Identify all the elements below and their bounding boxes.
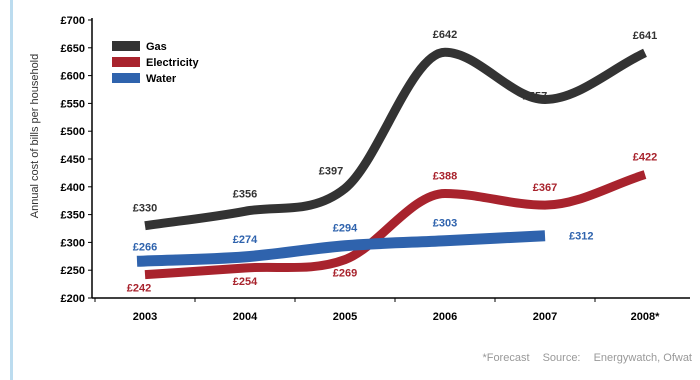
data-label: £330 <box>133 203 157 215</box>
y-tick-label: £650 <box>61 43 85 55</box>
y-tick-label: £200 <box>61 293 85 305</box>
data-label: £557 <box>523 91 547 103</box>
series-line-gas <box>144 47 647 231</box>
source-label: Source: <box>542 352 581 364</box>
data-label: £367 <box>533 182 557 194</box>
forecast-note: *Forecast <box>482 352 530 364</box>
legend-label: Gas <box>146 41 167 53</box>
y-tick-label: £500 <box>61 126 85 138</box>
y-tick-label: £700 <box>61 15 85 27</box>
x-tick-label: 2006 <box>433 311 457 323</box>
y-axis-title: Annual cost of bills per household <box>29 54 41 219</box>
data-label: £294 <box>333 223 358 235</box>
y-tick-label: £300 <box>61 237 85 249</box>
y-tick-label: £400 <box>61 182 85 194</box>
source-text: Energywatch, Ofwat <box>593 352 692 364</box>
data-label: £269 <box>333 268 357 280</box>
data-label: £397 <box>319 165 343 177</box>
legend-swatch-electricity <box>112 57 140 67</box>
series-layer <box>136 47 647 280</box>
y-tick-label: £250 <box>61 265 85 277</box>
data-label: £274 <box>233 234 258 246</box>
data-label: £312 <box>569 231 593 243</box>
data-label: £642 <box>433 29 457 41</box>
legend-label: Water <box>146 73 177 85</box>
data-label: £266 <box>133 241 157 253</box>
left-accent-rule <box>10 0 13 380</box>
series-line-electricity <box>144 170 647 280</box>
data-label: £242 <box>127 283 151 295</box>
legend-label: Electricity <box>146 57 199 69</box>
axes: £200 £250 £300 £350 £400 £450 £500 £550 £600 £650… <box>61 15 690 323</box>
data-label: £388 <box>433 170 457 182</box>
series-line-water <box>136 230 546 267</box>
x-tick-label: 2004 <box>233 311 258 323</box>
data-label: £422 <box>633 152 657 164</box>
legend-swatch-gas <box>112 41 140 51</box>
data-label: £303 <box>433 218 457 230</box>
y-tick-label: £600 <box>61 71 85 83</box>
data-labels: £330 £356 £397 £642 £557 £641 £242 £254 £269 £388… <box>127 29 657 294</box>
y-tick-label: £450 <box>61 154 85 166</box>
x-tick-label: 2008* <box>631 311 660 323</box>
legend: Gas Electricity Water <box>112 41 199 85</box>
x-tick-label: 2005 <box>333 311 357 323</box>
data-label: £356 <box>233 188 257 200</box>
data-label: £641 <box>633 30 657 42</box>
source-note: *Forecast Source: Energywatch, Ofwat <box>472 352 692 364</box>
line-chart: Annual cost of bills per household £200£… <box>29 15 690 323</box>
x-tick-label: 2003 <box>133 311 157 323</box>
y-tick-label: £550 <box>61 98 85 110</box>
x-tick-label: 2007 <box>533 311 557 323</box>
y-tick-label: £350 <box>61 210 85 222</box>
data-label: £254 <box>233 276 258 288</box>
legend-swatch-water <box>112 73 140 83</box>
